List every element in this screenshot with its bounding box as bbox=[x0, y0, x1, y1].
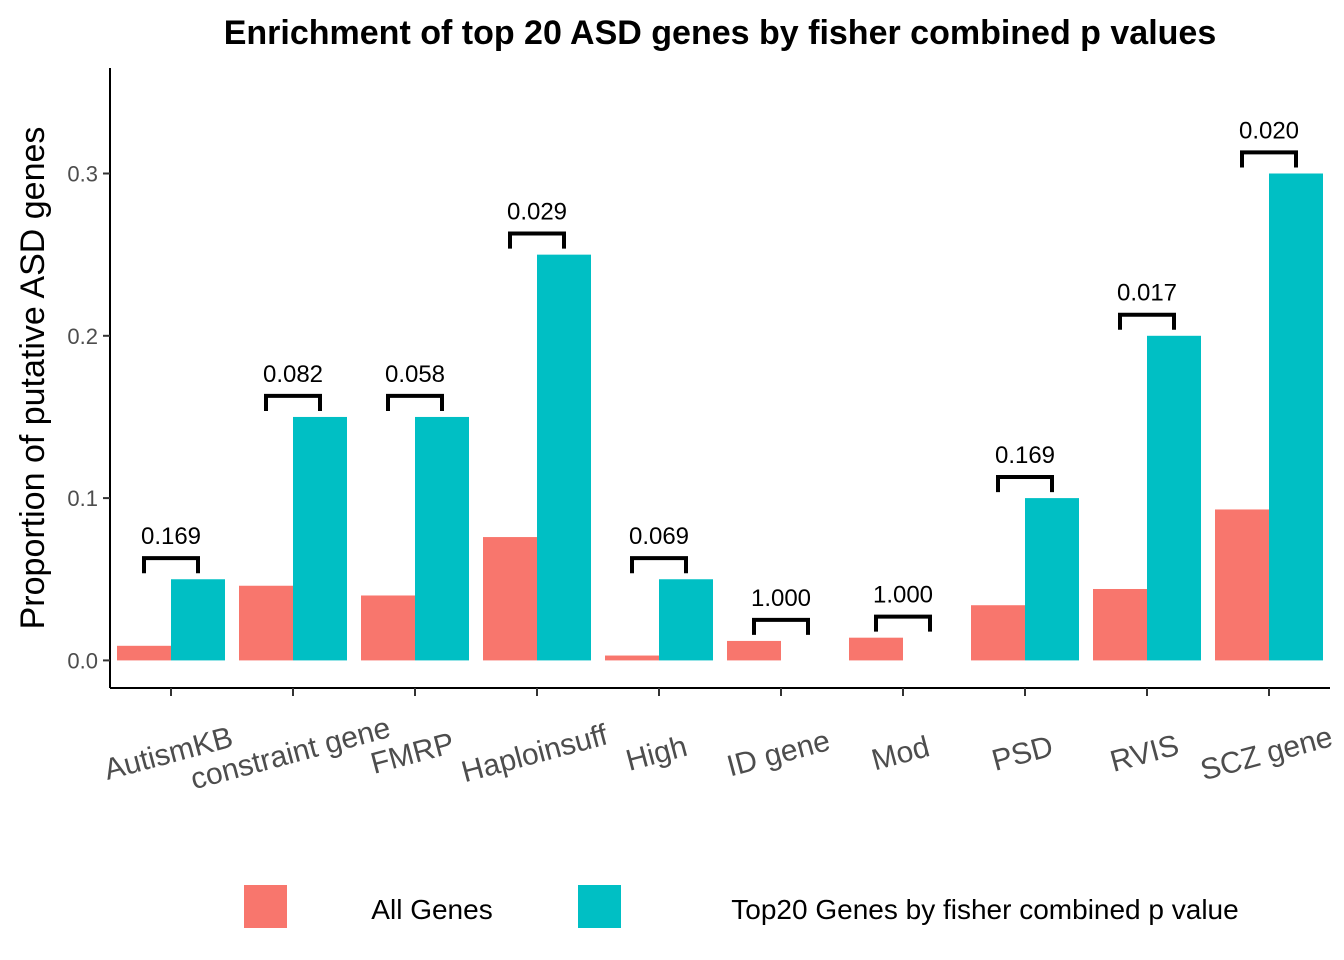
x-tick-label: High bbox=[622, 730, 690, 778]
y-tick-label: 0.2 bbox=[67, 324, 98, 349]
y-tick-label: 0.3 bbox=[67, 161, 98, 186]
axes: 0.0 0.1 0.2 0.3 bbox=[67, 68, 1330, 689]
bar-all-genes bbox=[1093, 588, 1147, 661]
significance-bracket bbox=[508, 231, 566, 249]
bar-all-genes bbox=[117, 645, 171, 661]
legend: All Genes Top20 Genes by fisher combined … bbox=[244, 885, 1239, 928]
p-value-label: 0.069 bbox=[629, 523, 689, 550]
legend-label: All Genes bbox=[371, 894, 492, 925]
significance-bracket bbox=[1240, 150, 1298, 168]
bar-all-genes bbox=[1215, 509, 1269, 661]
bar-top20 bbox=[171, 579, 225, 661]
bar-top20 bbox=[537, 254, 591, 661]
bar-top20 bbox=[293, 416, 347, 661]
significance-bracket bbox=[142, 556, 200, 574]
p-value-label: 0.169 bbox=[995, 442, 1055, 469]
bars bbox=[117, 173, 1323, 661]
p-value-label: 1.000 bbox=[751, 585, 811, 612]
p-value-label: 0.169 bbox=[141, 523, 201, 550]
significance-bracket bbox=[874, 614, 932, 632]
bar-top20 bbox=[1269, 173, 1323, 661]
significance-bracket bbox=[630, 556, 688, 574]
p-value-label: 0.029 bbox=[507, 199, 567, 226]
legend-swatch bbox=[578, 885, 621, 928]
bar-all-genes bbox=[727, 640, 781, 661]
bar-all-genes bbox=[239, 585, 293, 661]
y-axis-label: Proportion of putative ASD genes bbox=[14, 127, 52, 630]
p-value-label: 0.017 bbox=[1117, 280, 1177, 307]
x-tick-label: PSD bbox=[988, 730, 1056, 778]
x-tick-label: RVIS bbox=[1107, 729, 1183, 779]
chart-title: Enrichment of top 20 ASD genes by fisher… bbox=[224, 14, 1217, 52]
legend-swatch bbox=[244, 885, 287, 928]
significance-bracket bbox=[752, 617, 810, 635]
significance-brackets: 0.169 0.082 0.058 0.029 0.069 1.000 1.000 0.169… bbox=[141, 117, 1299, 635]
p-value-label: 0.082 bbox=[263, 361, 323, 388]
bar-all-genes bbox=[483, 537, 537, 661]
p-value-label: 1.000 bbox=[873, 582, 933, 609]
bar-all-genes bbox=[971, 605, 1025, 661]
bar-top20 bbox=[415, 416, 469, 661]
bar-top20 bbox=[1025, 498, 1079, 661]
p-value-label: 0.058 bbox=[385, 361, 445, 388]
bar-top20 bbox=[659, 579, 713, 661]
x-tick-label: Mod bbox=[868, 730, 933, 777]
x-tick-label: ID gene bbox=[724, 724, 834, 783]
significance-bracket bbox=[264, 393, 322, 411]
legend-label: Top20 Genes by fisher combined p value bbox=[731, 894, 1238, 925]
significance-bracket bbox=[996, 475, 1054, 493]
x-tick-label: Haploinsuff bbox=[458, 718, 612, 789]
bar-all-genes bbox=[605, 655, 659, 661]
y-tick-label: 0.1 bbox=[67, 486, 98, 511]
y-tick-label: 0.0 bbox=[67, 648, 98, 673]
p-value-label: 0.020 bbox=[1239, 117, 1299, 144]
significance-bracket bbox=[386, 393, 444, 411]
bar-all-genes bbox=[849, 637, 903, 661]
x-tick-label: SCZ gene bbox=[1197, 720, 1336, 787]
bar-top20 bbox=[1147, 335, 1201, 661]
bar-all-genes bbox=[361, 595, 415, 661]
significance-bracket bbox=[1118, 312, 1176, 330]
